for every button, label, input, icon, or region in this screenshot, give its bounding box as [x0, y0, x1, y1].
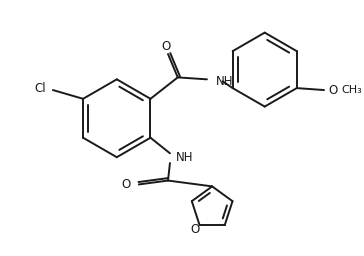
Text: O: O	[329, 83, 338, 97]
Text: NH: NH	[216, 75, 233, 88]
Text: NH: NH	[176, 151, 193, 164]
Text: O: O	[122, 178, 131, 191]
Text: O: O	[162, 40, 171, 53]
Text: O: O	[190, 223, 199, 237]
Text: Cl: Cl	[35, 82, 46, 95]
Text: CH₃: CH₃	[341, 85, 362, 95]
